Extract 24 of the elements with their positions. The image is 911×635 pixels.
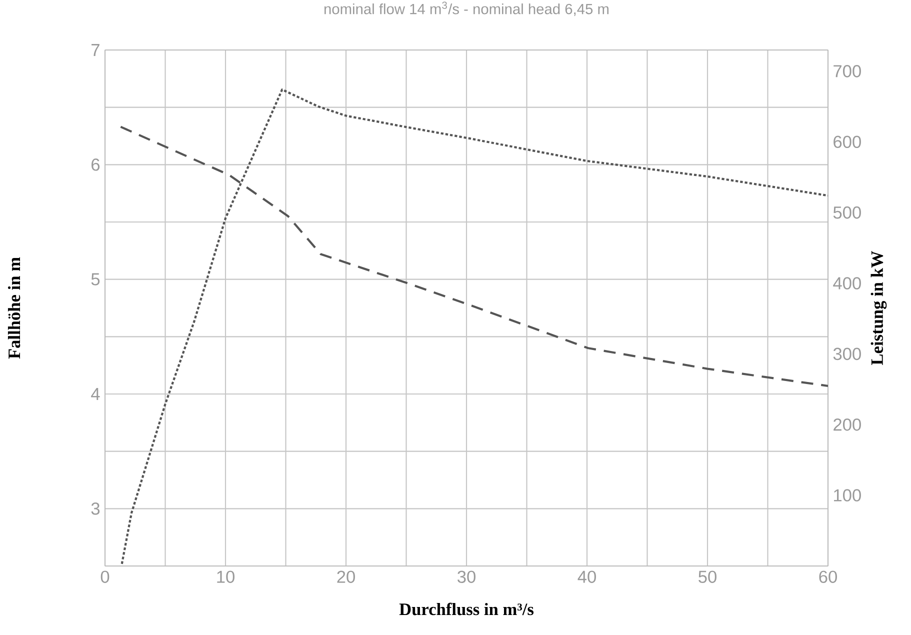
y-tick-label: 6 [92, 158, 100, 171]
line-series [120, 88, 828, 565]
chart-title: nominal flow 14 m$^{3}$/s - nominal head 6,45 m [324, 2, 608, 16]
y2-tick-label: 600 [834, 136, 861, 148]
y2-tick-label: 500 [833, 206, 861, 219]
y2-tick-label: 700 [834, 65, 861, 78]
y2-tick-label: 300 [833, 348, 861, 360]
x-tick-label: 60 [819, 570, 837, 583]
y2-tick-label: 400 [833, 277, 861, 290]
x-tick-label: 50 [698, 570, 716, 583]
y-tick-label: 4 [91, 388, 100, 400]
y-axis-title: Fallhöhe in m [8, 257, 20, 359]
y2-tick-label: 200 [834, 418, 861, 431]
x-tick-label: 0 [100, 570, 110, 583]
y2-tick-label: 100 [834, 489, 861, 502]
x-tick-label: 40 [578, 570, 596, 583]
y-tick-label: 3 [91, 502, 100, 515]
y-tick-label: 7 [92, 44, 100, 56]
y2-axis-title: Leistung in kW [870, 250, 887, 366]
x-tick-label: 30 [458, 570, 476, 583]
x-tick-label: 10 [217, 570, 234, 583]
x-axis-title: Durchfluss in m³/s [399, 602, 534, 616]
x-tick-label: 20 [337, 570, 355, 583]
y-tick-label: 5 [91, 273, 100, 286]
